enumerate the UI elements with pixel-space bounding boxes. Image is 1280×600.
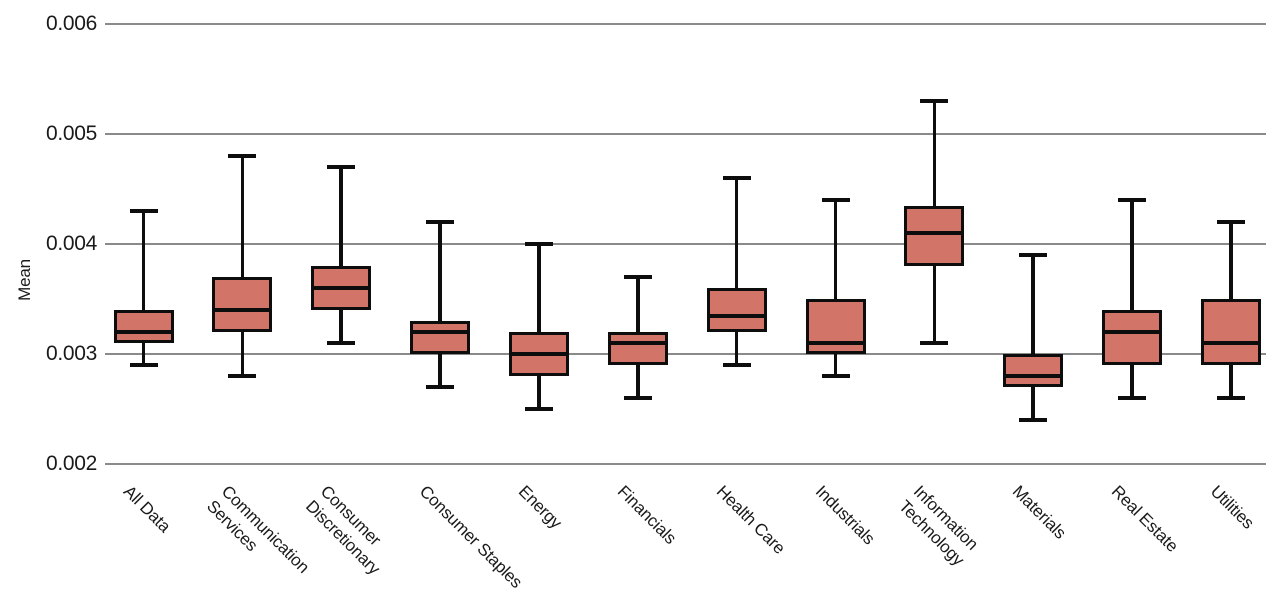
x-tick-label-health-care: Health Care — [712, 481, 789, 558]
gridline — [105, 463, 1266, 465]
whisker-cap-top-energy — [524, 242, 553, 246]
whisker-line-consumer-staples — [438, 222, 442, 387]
whisker-cap-bottom-industrials — [821, 374, 850, 378]
whisker-cap-top-industrials — [821, 198, 850, 202]
x-tick-label-consumer-discretionary: Consumer Discretionary — [302, 481, 385, 579]
box-all-data — [113, 310, 174, 343]
y-tick-label: 0.006 — [45, 12, 97, 35]
whisker-line-real-estate — [1130, 200, 1134, 398]
gridline — [105, 353, 1266, 355]
whisker-line-consumer-discretionary — [339, 167, 343, 343]
whisker-cap-top-materials — [1019, 253, 1048, 257]
whisker-line-materials — [1031, 255, 1035, 420]
median-line-all-data — [113, 330, 174, 334]
whisker-cap-top-real-estate — [1118, 198, 1147, 202]
whisker-cap-top-utilities — [1216, 220, 1245, 224]
whisker-cap-bottom-consumer-staples — [426, 385, 455, 389]
x-tick-label-real-estate: Real Estate — [1107, 481, 1182, 556]
whisker-cap-bottom-utilities — [1216, 396, 1245, 400]
whisker-line-communication-services — [240, 156, 245, 376]
whisker-line-energy — [537, 244, 541, 409]
whisker-cap-bottom-communication-services — [228, 374, 257, 378]
x-tick-label-industrials: Industrials — [811, 481, 879, 549]
whisker-cap-bottom-consumer-discretionary — [327, 341, 356, 345]
gridline — [105, 23, 1266, 25]
whisker-cap-top-all-data — [129, 209, 158, 213]
box-consumer-staples — [410, 321, 471, 354]
y-tick-label: 0.005 — [45, 122, 97, 145]
median-line-utilities — [1200, 341, 1261, 345]
whisker-cap-top-communication-services — [228, 154, 257, 158]
x-tick-label-information-technology: Information Technology — [895, 481, 983, 570]
box-information-technology — [904, 205, 965, 266]
y-tick-label: 0.004 — [45, 232, 97, 255]
x-tick-label-energy: Energy — [514, 481, 566, 533]
median-line-real-estate — [1102, 330, 1163, 334]
box-real-estate — [1102, 310, 1163, 365]
median-line-energy — [508, 352, 569, 356]
median-line-consumer-discretionary — [311, 286, 372, 290]
whisker-cap-top-health-care — [722, 176, 751, 180]
median-line-materials — [1003, 374, 1064, 378]
whisker-line-health-care — [734, 178, 739, 365]
whisker-cap-bottom-materials — [1019, 418, 1048, 422]
y-tick-label: 0.002 — [45, 452, 97, 475]
x-tick-label-materials: Materials — [1009, 481, 1071, 543]
whisker-cap-bottom-health-care — [722, 363, 751, 367]
x-tick-label-consumer-staples: Consumer Staples — [415, 481, 527, 592]
gridline — [105, 243, 1266, 245]
whisker-cap-top-financials — [623, 275, 652, 279]
whisker-cap-top-consumer-discretionary — [327, 165, 356, 169]
box-communication-services — [212, 277, 273, 332]
box-utilities — [1200, 299, 1261, 365]
whisker-cap-top-information-technology — [920, 99, 949, 103]
box-industrials — [805, 299, 866, 354]
whisker-cap-bottom-all-data — [129, 363, 158, 367]
median-line-financials — [607, 341, 668, 345]
x-tick-label-utilities: Utilities — [1206, 481, 1258, 533]
whisker-cap-bottom-real-estate — [1118, 396, 1147, 400]
y-tick-label: 0.003 — [45, 342, 97, 365]
whisker-cap-bottom-energy — [524, 407, 553, 411]
whisker-line-industrials — [833, 200, 838, 376]
box-materials — [1003, 354, 1064, 387]
whisker-cap-bottom-information-technology — [920, 341, 949, 345]
whisker-cap-bottom-financials — [623, 396, 652, 400]
x-tick-label-communication-services: Communication Services — [203, 481, 314, 577]
box-health-care — [706, 288, 767, 332]
x-tick-label-financials: Financials — [613, 481, 680, 548]
gridline — [105, 133, 1266, 135]
median-line-consumer-staples — [410, 330, 471, 334]
whisker-line-all-data — [141, 211, 146, 365]
y-axis-title: Mean — [15, 259, 34, 301]
x-tick-label-all-data: All Data — [119, 481, 174, 537]
median-line-information-technology — [904, 231, 965, 235]
median-line-communication-services — [212, 308, 273, 312]
box-financials — [607, 332, 668, 365]
whisker-cap-top-consumer-staples — [426, 220, 455, 224]
median-line-health-care — [706, 313, 767, 318]
median-line-industrials — [805, 341, 866, 345]
